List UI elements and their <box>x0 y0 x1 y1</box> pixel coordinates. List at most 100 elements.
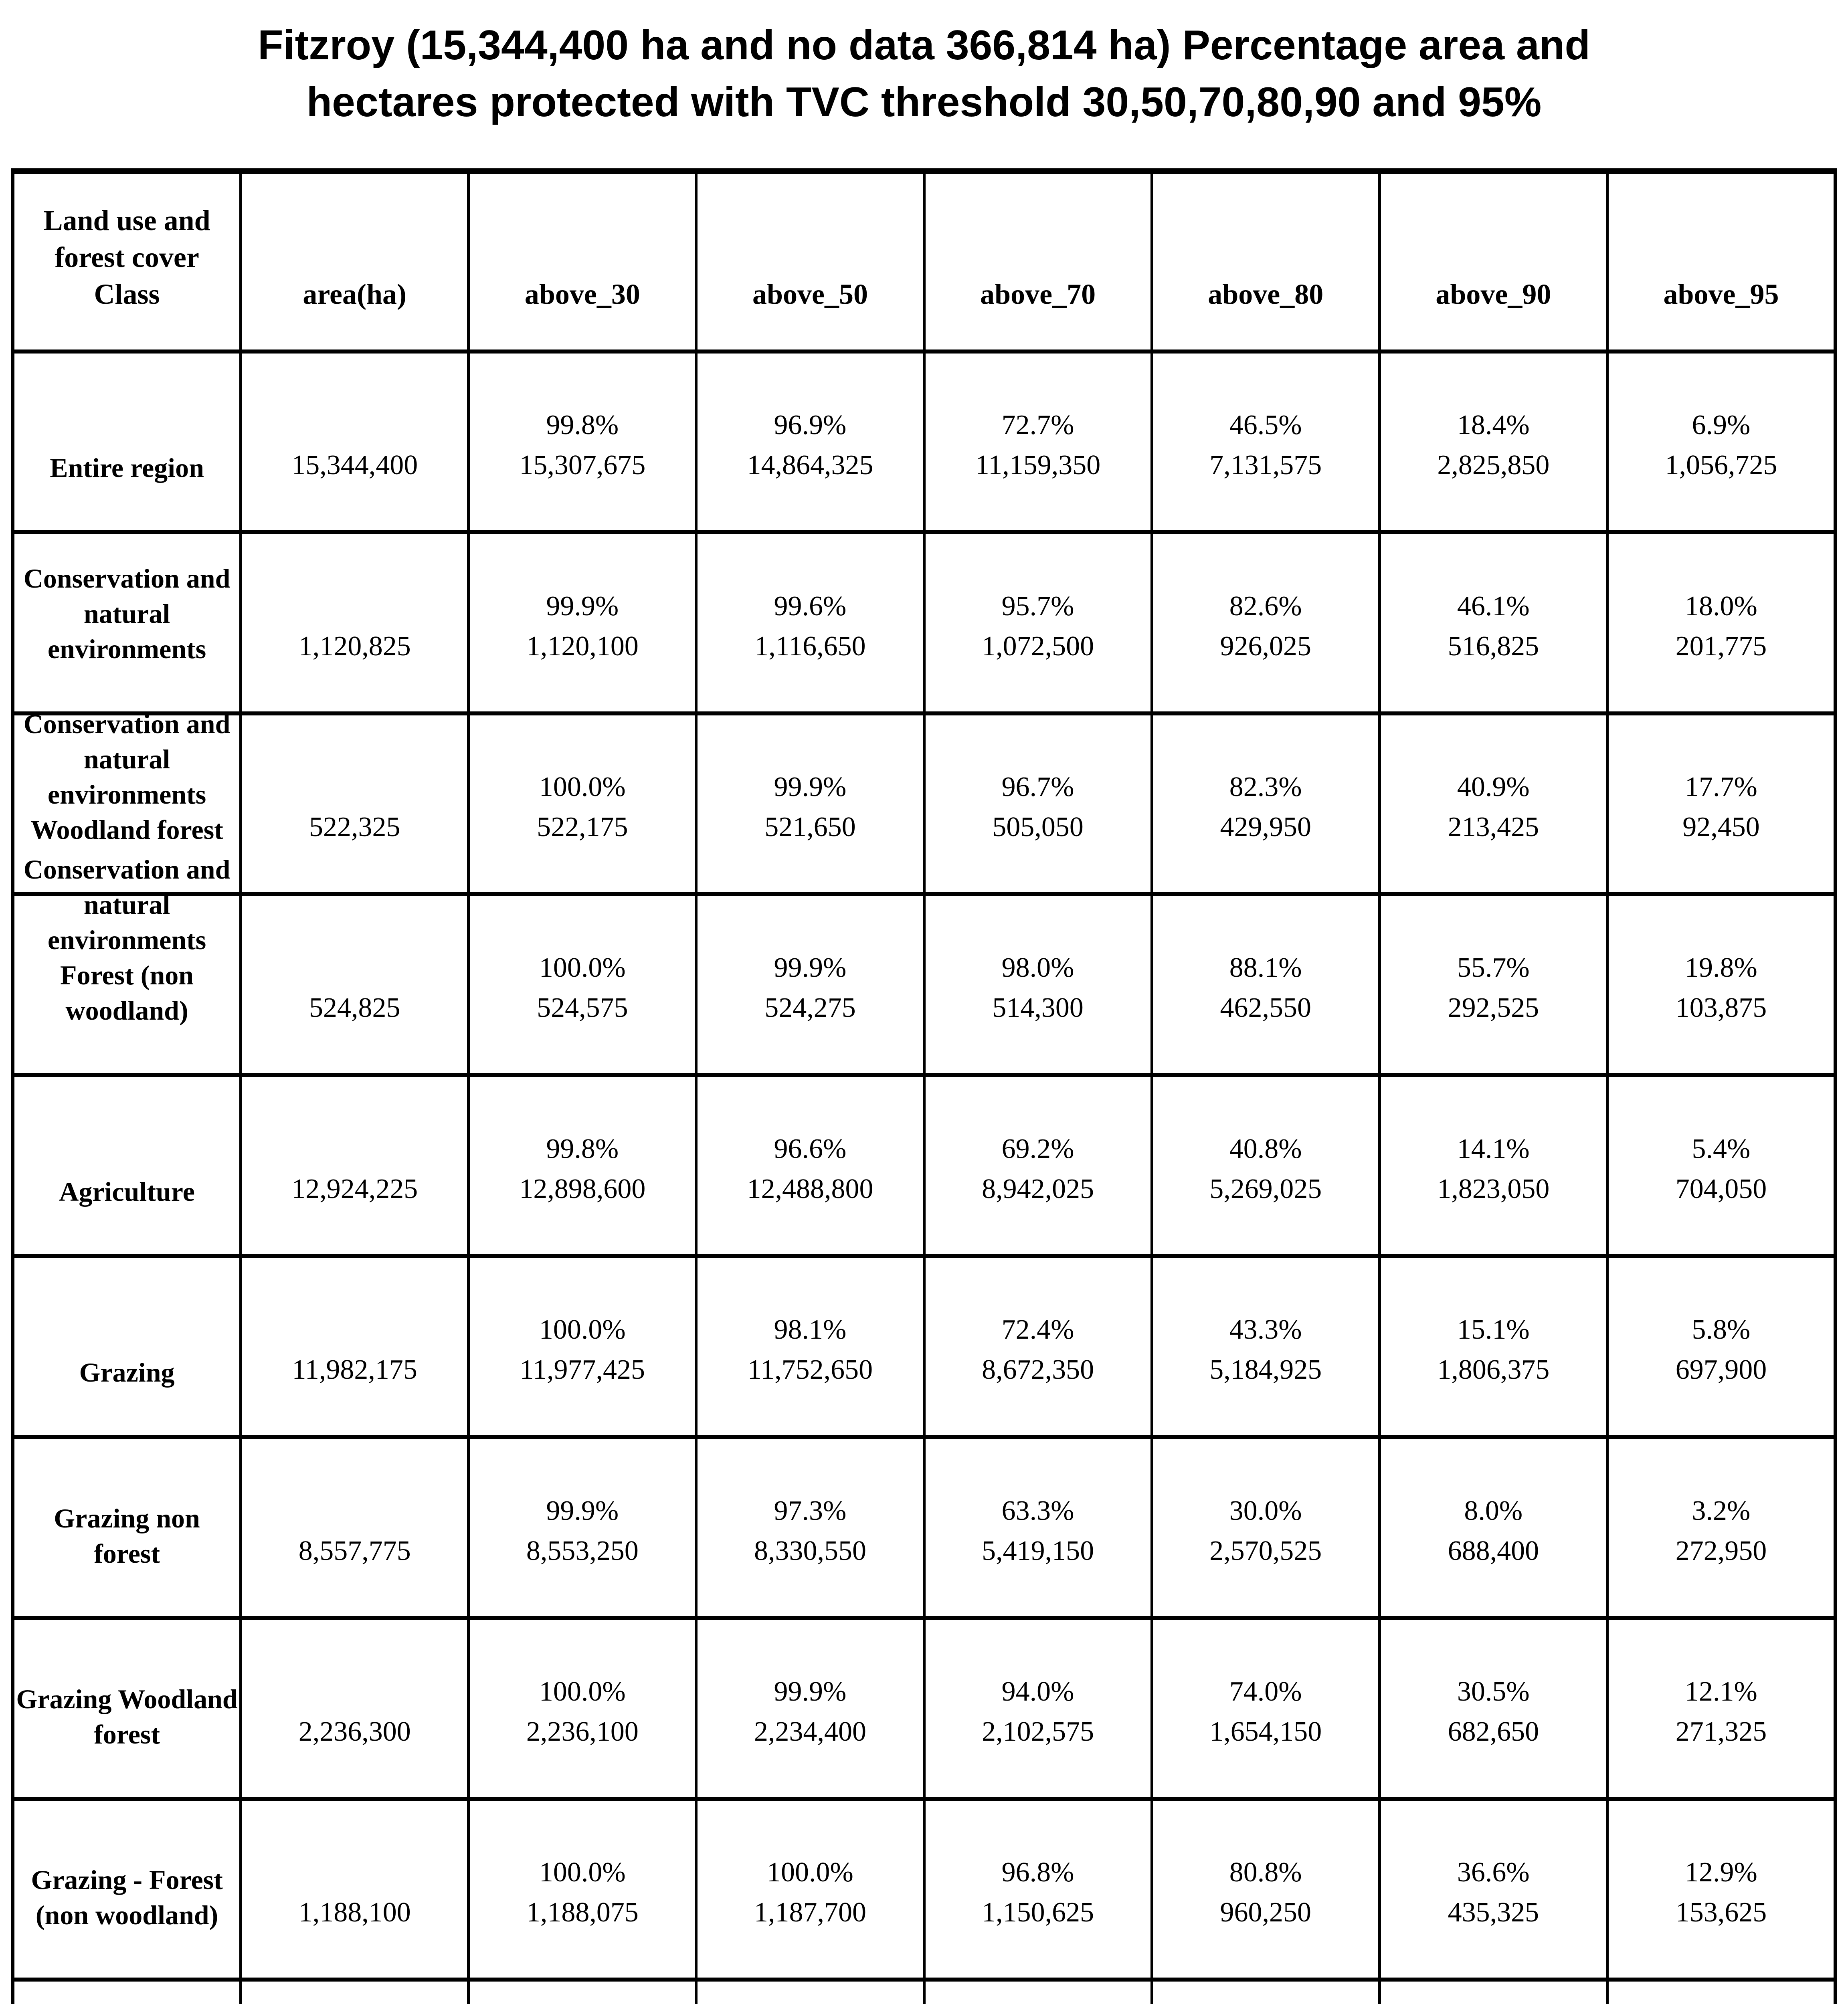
hectares-value: 201,775 <box>1675 630 1767 662</box>
percent-value: 99.8% <box>546 410 619 441</box>
threshold-cell: 43.3% 5,184,925 <box>1150 1258 1378 1435</box>
threshold-cell: 72.7% 11,159,350 <box>922 354 1150 531</box>
threshold-cell: 97.3% 8,330,550 <box>695 1439 922 1616</box>
hectares-value: 153,625 <box>1675 1897 1767 1928</box>
threshold-cell: 15.1% 1,806,375 <box>1378 1258 1606 1435</box>
header-label: above_95 <box>1663 278 1779 310</box>
header-label: above_80 <box>1208 278 1324 310</box>
percent-value: 5.4% <box>1692 1133 1751 1164</box>
row-label: natural <box>83 744 170 775</box>
threshold-cell: 69.2% 8,942,025 <box>922 1077 1150 1254</box>
header-label: forest cover <box>55 241 199 273</box>
hectares-value: 1,806,375 <box>1437 1354 1550 1386</box>
hectares-value: 92,450 <box>1682 812 1760 843</box>
header-label: above_90 <box>1436 278 1551 310</box>
percent-value: 19.8% <box>1685 952 1757 984</box>
header-label: above_70 <box>980 278 1096 310</box>
threshold-cell: 7.6%61,350 <box>1150 1982 1378 2004</box>
row-label: forest <box>94 1538 160 1569</box>
hectares-value: 12,898,600 <box>519 1173 646 1204</box>
threshold-cell: 30.5% 682,650 <box>1378 1620 1606 1797</box>
hectares-value: 926,025 <box>1220 630 1311 662</box>
threshold-cell: 100.0% 524,575 <box>467 896 695 1073</box>
percent-value: 99.9% <box>774 1676 847 1707</box>
threshold-cell: 96.8% 1,150,625 <box>922 1800 1150 1978</box>
percent-value: 100.0% <box>539 952 626 984</box>
threshold-cell: 78.4%636,250 <box>695 1982 922 2004</box>
percent-value: 18.0% <box>1685 590 1757 622</box>
percent-value: 15.1% <box>1457 1314 1530 1345</box>
hectares-value: 2,570,525 <box>1209 1535 1322 1566</box>
hectares-value: 12,488,800 <box>747 1173 873 1204</box>
percent-value: 98.1% <box>774 1314 847 1345</box>
land-use-table: Land use and forest cover Class area(ha) abo… <box>11 168 1837 2004</box>
percent-value: 12.9% <box>1685 1857 1757 1888</box>
percent-value: 100.0% <box>767 1857 853 1888</box>
percent-value: 97.3% <box>774 1495 847 1526</box>
area-cell: 1,120,825 <box>239 534 467 711</box>
percent-value: 40.9% <box>1457 772 1530 803</box>
table-row: Cropping811,25098.0%795,37578.4%636,2502… <box>14 1978 1834 2004</box>
area-cell: 12,924,225 <box>239 1077 467 1254</box>
threshold-cell: 5.8% 697,900 <box>1605 1258 1834 1435</box>
header-cell: above_90 <box>1378 174 1606 349</box>
area-cell: 524,825 <box>239 896 467 1073</box>
percent-value: 69.2% <box>1001 1133 1074 1164</box>
row-label: Forest (non <box>60 960 194 991</box>
percent-value: 99.9% <box>546 590 619 622</box>
title-line1: Fitzroy (15,344,400 ha and no data 366,8… <box>258 22 1590 69</box>
percent-value: 99.8% <box>546 1133 619 1164</box>
threshold-cell: 99.6% 1,116,650 <box>695 534 922 711</box>
table-row: Entire region 15,344,400 99.8% 15,307,675 96… <box>14 349 1834 531</box>
hectares-value: 462,550 <box>1220 992 1311 1024</box>
threshold-cell: 99.9% 2,234,400 <box>695 1620 922 1797</box>
threshold-cell: 100.0% 1,188,075 <box>467 1800 695 1978</box>
row-label-cell: Grazing - Forest (non woodland) <box>14 1801 239 1978</box>
header-label: above_30 <box>524 278 640 310</box>
threshold-cell: 46.1% 516,825 <box>1378 534 1606 711</box>
area-cell: 522,325 <box>239 715 467 893</box>
row-label-cell: Conservation and natural environments Woodl… <box>14 709 239 892</box>
threshold-cell: 96.6% 12,488,800 <box>695 1077 922 1254</box>
row-label: natural <box>83 598 170 629</box>
threshold-cell: 36.6% 435,325 <box>1378 1800 1606 1978</box>
hectares-value: 8,672,350 <box>982 1354 1094 1386</box>
row-label-cell: Entire region <box>14 354 239 530</box>
table-row: Grazing - Forest (non woodland) 1,188,100 1… <box>14 1796 1834 1978</box>
hectares-value: 514,300 <box>992 992 1084 1024</box>
row-label: Woodland forest <box>30 814 223 845</box>
row-label-cell: Conservation and natural environments <box>14 534 239 711</box>
percent-value: 96.9% <box>774 410 847 441</box>
percent-value: 74.0% <box>1229 1676 1302 1707</box>
row-label: (non woodland) <box>35 1900 218 1931</box>
percent-value: 5.8% <box>1692 1314 1751 1345</box>
area-cell: 1,188,100 <box>239 1800 467 1978</box>
percent-value: 96.8% <box>1001 1857 1074 1888</box>
area-cell: 11,982,175 <box>239 1258 467 1435</box>
row-label: Conservation and <box>23 854 230 885</box>
hectares-value: 8,330,550 <box>754 1535 866 1566</box>
row-label: Grazing Woodland <box>16 1683 238 1714</box>
hectares-value: 272,950 <box>1675 1535 1767 1566</box>
area-cell: 2,236,300 <box>239 1620 467 1797</box>
hectares-value: 682,650 <box>1448 1716 1539 1747</box>
area-value: 524,825 <box>309 992 400 1024</box>
percent-value: 82.3% <box>1229 772 1302 803</box>
hectares-value: 522,175 <box>537 812 628 843</box>
threshold-cell: 6.9% 1,056,725 <box>1605 354 1834 531</box>
area-value: 522,325 <box>309 812 400 843</box>
hectares-value: 435,325 <box>1448 1897 1539 1928</box>
hectares-value: 11,977,425 <box>520 1354 645 1386</box>
percent-value: 96.7% <box>1001 772 1074 803</box>
table-row: Agriculture 12,924,225 99.8% 12,898,600 96.6… <box>14 1073 1834 1254</box>
percent-value: 8.0% <box>1464 1495 1523 1526</box>
hectares-value: 2,102,575 <box>982 1716 1094 1747</box>
header-cell: above_50 <box>695 174 922 349</box>
threshold-cell: 99.8% 15,307,675 <box>467 354 695 531</box>
area-value: 1,188,100 <box>298 1897 411 1928</box>
area-value: 15,344,400 <box>291 450 418 481</box>
threshold-cell: 17.7% 92,450 <box>1605 715 1834 893</box>
hectares-value: 2,234,400 <box>754 1716 866 1747</box>
header-cell: above_95 <box>1605 174 1834 349</box>
percent-value: 40.8% <box>1229 1133 1302 1164</box>
